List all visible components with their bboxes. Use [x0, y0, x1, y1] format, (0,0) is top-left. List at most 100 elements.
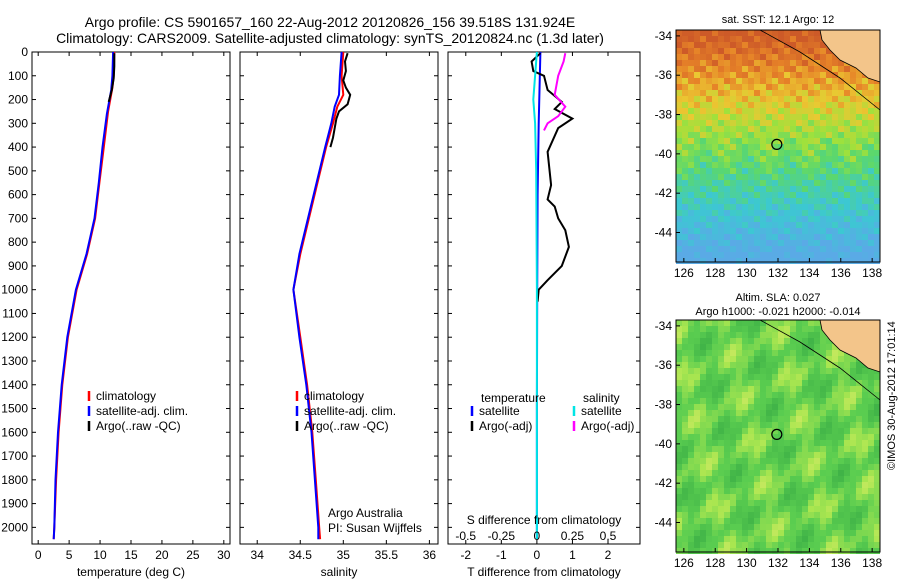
map-cell — [706, 434, 712, 440]
map-cell — [832, 524, 838, 530]
map-cell — [682, 536, 688, 542]
map-cell — [760, 446, 766, 452]
map-cell — [808, 368, 814, 374]
map-cell — [850, 380, 856, 386]
map-cell — [760, 356, 766, 362]
map-cell — [808, 410, 814, 416]
map-cell — [778, 452, 784, 458]
map-cell — [778, 416, 784, 422]
map-cell — [862, 210, 868, 216]
map-cell — [766, 476, 772, 482]
map-cell — [748, 198, 754, 204]
map-cell — [706, 494, 712, 500]
map-cell — [856, 434, 862, 440]
map-cell — [754, 386, 760, 392]
map-x-tick-label: 134 — [799, 266, 819, 280]
map-cell — [748, 488, 754, 494]
y-tick-label: 1300 — [1, 354, 28, 368]
map-cell — [694, 446, 700, 452]
map-cell — [808, 228, 814, 234]
map-cell — [784, 132, 790, 138]
map-cell — [868, 452, 874, 458]
map-cell — [874, 210, 880, 216]
map-cell — [862, 162, 868, 168]
map-cell — [862, 126, 868, 132]
map-cell — [748, 338, 754, 344]
map-cell — [874, 428, 880, 434]
map-cell — [784, 368, 790, 374]
map-cell — [832, 138, 838, 144]
map-cell — [736, 168, 742, 174]
map-cell — [826, 174, 832, 180]
map-cell — [802, 380, 808, 386]
y-tick-label: 1500 — [1, 402, 28, 416]
map-cell — [676, 234, 682, 240]
map-cell — [796, 60, 802, 66]
map-cell — [676, 392, 682, 398]
map-cell — [700, 410, 706, 416]
map-cell — [820, 398, 826, 404]
map-cell — [676, 96, 682, 102]
legend-label: Argo(..raw -QC) — [304, 419, 389, 433]
map-cell — [778, 380, 784, 386]
map-cell — [712, 326, 718, 332]
map-cell — [736, 156, 742, 162]
map-cell — [808, 66, 814, 72]
map-cell — [712, 416, 718, 422]
map-cell — [676, 332, 682, 338]
map-cell — [832, 246, 838, 252]
map-cell — [694, 168, 700, 174]
map-cell — [718, 440, 724, 446]
map-cell — [760, 246, 766, 252]
map-cell — [838, 252, 844, 258]
map-cell — [724, 404, 730, 410]
map-cell — [700, 54, 706, 60]
map-cell — [814, 512, 820, 518]
map-cell — [790, 476, 796, 482]
map-cell — [844, 542, 850, 548]
map-cell — [844, 464, 850, 470]
map-cell — [748, 380, 754, 386]
map-cell — [748, 482, 754, 488]
map-cell — [850, 138, 856, 144]
map-cell — [850, 210, 856, 216]
map-cell — [682, 216, 688, 222]
map-cell — [748, 186, 754, 192]
map-cell — [730, 530, 736, 536]
map-cell — [844, 548, 850, 554]
map-cell — [838, 240, 844, 246]
map-cell — [694, 386, 700, 392]
map-cell — [796, 162, 802, 168]
map-cell — [742, 440, 748, 446]
map-cell — [736, 84, 742, 90]
map-cell — [688, 482, 694, 488]
map-cell — [868, 246, 874, 252]
map-cell — [772, 84, 778, 90]
map-cell — [814, 90, 820, 96]
map-cell — [694, 398, 700, 404]
map-cell — [766, 30, 772, 36]
map-cell — [802, 512, 808, 518]
map-cell — [850, 386, 856, 392]
map-cell — [784, 204, 790, 210]
map-cell — [808, 138, 814, 144]
map-cell — [850, 434, 856, 440]
map-cell — [844, 66, 850, 72]
map-cell — [796, 204, 802, 210]
map-cell — [724, 542, 730, 548]
map-cell — [724, 120, 730, 126]
map-cell — [850, 126, 856, 132]
map-cell — [832, 494, 838, 500]
map-cell — [862, 434, 868, 440]
map-cell — [688, 374, 694, 380]
map-cell — [778, 114, 784, 120]
map-cell — [850, 78, 856, 84]
credit-text: PI: Susan Wijffels — [328, 521, 422, 535]
y-tick-label: 1800 — [1, 473, 28, 487]
map-cell — [736, 530, 742, 536]
map-cell — [808, 518, 814, 524]
map-cell — [790, 320, 796, 326]
map-cell — [694, 252, 700, 258]
map-cell — [718, 150, 724, 156]
map-cell — [742, 228, 748, 234]
